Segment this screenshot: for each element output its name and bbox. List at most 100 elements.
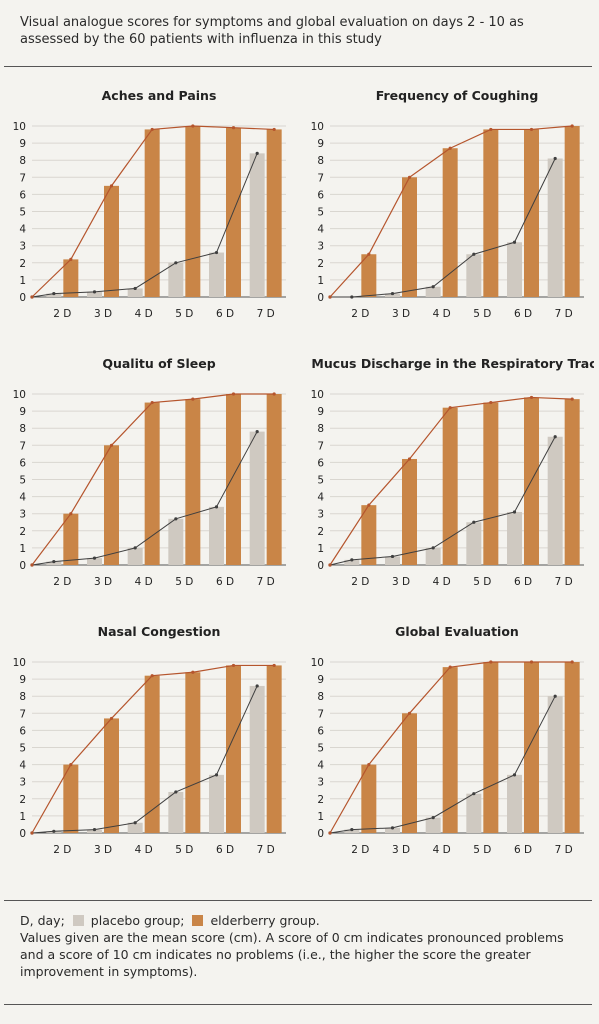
y-tick-label: 10 (13, 121, 26, 133)
y-tick-label: 5 (19, 743, 26, 755)
y-tick-label: 8 (19, 155, 26, 167)
placebo-bar (168, 791, 184, 833)
y-tick-label: 6 (19, 189, 26, 201)
placebo-point (512, 240, 517, 244)
elderberry-bar (361, 254, 377, 297)
y-tick-label: 10 (13, 389, 26, 401)
elderberry-point (367, 763, 371, 767)
chart-svg: Global Evaluation 0 1 2 3 4 5 6 7 8 9 10 2 D 3 D 4 D 5 … (311, 624, 584, 856)
y-tick-label: 8 (19, 423, 26, 435)
legend-elderberry-label: elderberry group. (210, 913, 320, 928)
placebo-bar (209, 506, 224, 565)
elderberry-point (272, 663, 276, 668)
placebo-bar (46, 561, 62, 565)
x-tick-label: 5 D (175, 576, 193, 588)
placebo-point (255, 430, 259, 434)
placebo-point (390, 554, 395, 559)
elderberry-bar (266, 129, 282, 297)
placebo-point (92, 556, 97, 560)
placebo-bar (127, 822, 143, 833)
elderberry-point (69, 257, 73, 261)
figure-title: Visual analogue scores for symptoms and … (20, 15, 524, 47)
chart-title: Nasal Congestion (98, 624, 221, 639)
elderberry-point (529, 660, 534, 664)
placebo-point (52, 829, 56, 833)
x-tick-label: 6 D (216, 844, 234, 856)
x-tick-label: 7 D (257, 308, 275, 320)
placebo-bar (344, 559, 360, 565)
y-tick-label: 2 (317, 258, 324, 270)
chart-svg: Frequency of Coughing 0 1 2 3 4 5 6 7 8 9 10 2 D 3 D 4… (311, 88, 584, 320)
elderberry-point (231, 392, 236, 396)
elderberry-point (69, 512, 73, 516)
x-tick-label: 7 D (555, 308, 573, 320)
chart-panel: Qualitu of Sleep 0 1 2 3 4 5 6 7 8 9 10 2 D 3 D 4 D 5 D… (6, 338, 296, 603)
y-tick-label: 3 (19, 241, 26, 253)
placebo-point (214, 250, 219, 255)
chart-svg: Nasal Congestion 0 1 2 3 4 5 6 7 8 9 10 2 D 3 D 4 D 5 D… (13, 624, 286, 856)
elderberry-point (150, 674, 154, 678)
x-tick-label: 2 D (351, 576, 369, 588)
y-tick-label: 9 (317, 406, 324, 418)
chart-title: Qualitu of Sleep (102, 356, 215, 371)
elderberry-bar (524, 662, 539, 833)
placebo-bar (46, 293, 62, 297)
x-tick-label: 6 D (514, 844, 532, 856)
elderberry-point (489, 660, 493, 664)
elderberry-bar (144, 129, 160, 297)
y-tick-label: 2 (317, 526, 324, 538)
footer-divider (4, 900, 592, 901)
x-tick-label: 6 D (216, 308, 234, 320)
placebo-point (350, 827, 354, 832)
placebo-bar (507, 242, 522, 297)
y-tick-label: 6 (317, 725, 324, 737)
elderberry-bar (226, 394, 241, 565)
elderberry-point (328, 295, 332, 299)
placebo-bar (385, 556, 400, 565)
y-tick-label: 9 (317, 674, 324, 686)
placebo-bar (87, 291, 102, 297)
x-tick-label: 4 D (433, 844, 451, 856)
figure-footer: D, day; placebo group; elderberry group.… (20, 912, 585, 980)
elderberry-bar (483, 129, 499, 297)
placebo-bar (425, 547, 441, 565)
y-tick-label: 2 (317, 794, 324, 806)
y-tick-label: 5 (19, 475, 26, 487)
elderberry-bar (442, 407, 458, 565)
x-tick-label: 3 D (392, 308, 410, 320)
y-tick-label: 10 (311, 657, 324, 669)
placebo-point (92, 827, 97, 832)
x-tick-label: 4 D (135, 844, 153, 856)
placebo-bar (87, 829, 102, 833)
elderberry-point (570, 124, 574, 128)
elderberry-bar (144, 402, 160, 565)
placebo-bar (466, 793, 482, 833)
elderberry-bar (266, 665, 282, 833)
elderberry-point (529, 127, 534, 132)
x-tick-label: 5 D (473, 844, 491, 856)
elderberry-bar (361, 764, 377, 833)
chart-svg: Mucus Discharge in the Respiratory Tract… (311, 356, 594, 588)
y-tick-label: 7 (19, 708, 26, 720)
elderberry-bar (402, 177, 417, 297)
elderberry-point (109, 184, 114, 188)
chart-panel: Aches and Pains 0 1 2 3 4 5 6 7 8 9 10 2 D 3 D 4 D 5 D 6… (6, 70, 296, 335)
placebo-bar (547, 158, 563, 297)
x-tick-label: 7 D (257, 844, 275, 856)
placebo-bar (87, 558, 102, 565)
elderberry-point (570, 397, 574, 401)
elderberry-point (69, 763, 73, 767)
placebo-point (472, 520, 476, 524)
y-tick-label: 0 (19, 292, 26, 304)
placebo-bar (249, 685, 265, 833)
y-tick-label: 9 (19, 138, 26, 150)
placebo-bar (466, 522, 482, 565)
elderberry-bar (104, 718, 119, 833)
x-tick-label: 2 D (53, 576, 71, 588)
placebo-point (92, 290, 97, 294)
placebo-point (472, 252, 476, 256)
placebo-bar (249, 431, 265, 565)
y-tick-label: 4 (317, 224, 324, 236)
elderberry-bar (564, 662, 580, 833)
y-tick-label: 4 (317, 492, 324, 504)
